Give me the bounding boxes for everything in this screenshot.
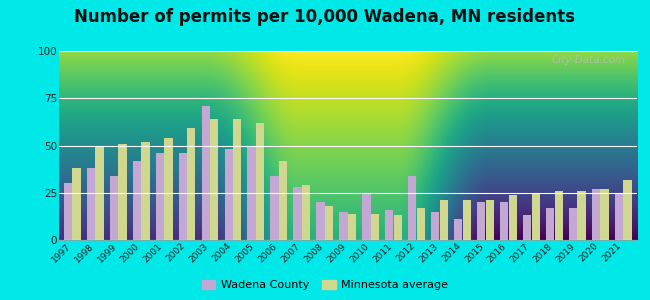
Bar	[431, 212, 439, 240]
Bar	[224, 149, 233, 240]
Bar	[179, 153, 187, 240]
Bar	[210, 119, 218, 240]
Bar	[187, 128, 196, 240]
Bar	[348, 214, 356, 240]
Bar	[87, 168, 95, 240]
Bar	[362, 193, 370, 240]
Bar	[569, 208, 577, 240]
Bar	[133, 160, 141, 240]
Bar	[408, 176, 417, 240]
Bar	[141, 142, 150, 240]
Bar	[394, 215, 402, 240]
Bar	[454, 219, 462, 240]
Bar	[592, 189, 600, 240]
Bar	[279, 160, 287, 240]
Bar	[155, 153, 164, 240]
Text: Number of permits per 10,000 Wadena, MN residents: Number of permits per 10,000 Wadena, MN …	[75, 8, 575, 26]
Bar	[256, 123, 265, 240]
Bar	[118, 144, 127, 240]
Bar	[64, 183, 72, 240]
Bar	[96, 146, 103, 240]
Bar	[325, 206, 333, 240]
Bar	[417, 208, 425, 240]
Bar	[486, 200, 494, 240]
Bar	[317, 202, 324, 240]
Bar	[577, 191, 586, 240]
Bar	[339, 212, 348, 240]
Bar	[293, 187, 302, 240]
Text: City-Data.com: City-Data.com	[551, 55, 625, 65]
Bar	[500, 202, 508, 240]
Bar	[508, 195, 517, 240]
Bar	[233, 119, 241, 240]
Bar	[523, 215, 531, 240]
Bar	[554, 191, 563, 240]
Bar	[440, 200, 448, 240]
Bar	[270, 176, 279, 240]
Legend: Wadena County, Minnesota average: Wadena County, Minnesota average	[198, 275, 452, 294]
Bar	[164, 138, 172, 240]
Bar	[477, 202, 486, 240]
Bar	[623, 179, 632, 240]
Bar	[615, 193, 623, 240]
Bar	[302, 185, 310, 240]
Bar	[248, 146, 255, 240]
Bar	[110, 176, 118, 240]
Bar	[72, 168, 81, 240]
Bar	[385, 210, 393, 240]
Bar	[202, 106, 210, 240]
Bar	[601, 189, 608, 240]
Bar	[532, 193, 540, 240]
Bar	[371, 214, 379, 240]
Bar	[463, 200, 471, 240]
Bar	[546, 208, 554, 240]
